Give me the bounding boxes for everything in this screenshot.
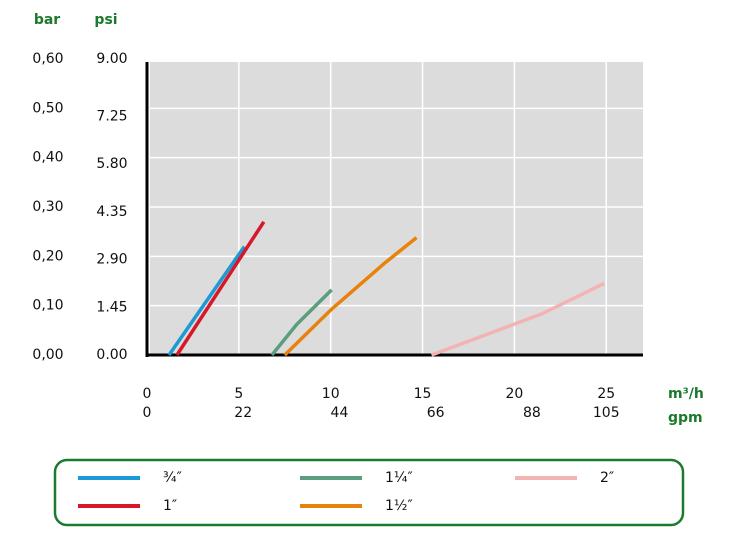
y-tick-label: 0,00 (32, 347, 63, 363)
y2-tick-label: 1.45 (96, 299, 127, 315)
x2-tick-label: 0 (143, 405, 152, 421)
x-tick-label: 15 (414, 386, 432, 402)
series-line (283, 236, 418, 357)
x2-tick-label: 66 (427, 405, 445, 421)
legend-label: 1½″ (385, 498, 413, 514)
y2-tick-label: 9.00 (96, 51, 127, 67)
y2-tick-label: 5.80 (96, 156, 127, 172)
x-tick-label: 25 (597, 386, 615, 402)
plot-area (150, 62, 643, 355)
y-axis-title: bar (34, 12, 60, 28)
series-line (175, 220, 266, 356)
x-axis-title: m³/h (668, 386, 704, 402)
y-tick-label: 0,30 (32, 199, 63, 215)
x-tick-label: 0 (143, 386, 152, 402)
y-tick-label: 0,20 (32, 248, 63, 264)
x-tick-label: 5 (234, 386, 243, 402)
legend-label: 2″ (600, 470, 614, 486)
legend-label: 1¼″ (385, 470, 413, 486)
legend-label: 1″ (163, 498, 177, 514)
y-tick-label: 0,50 (32, 100, 63, 116)
y2-tick-label: 4.35 (96, 204, 127, 220)
x2-tick-label: 105 (593, 405, 620, 421)
y2-tick-label: 0.00 (96, 347, 127, 363)
legend-box (53, 458, 685, 527)
x2-tick-label: 88 (523, 405, 541, 421)
series-line (270, 288, 333, 357)
x2-tick-label: 22 (234, 405, 252, 421)
y2-tick-label: 7.25 (96, 109, 127, 125)
x2-axis-title: gpm (668, 410, 703, 426)
y2-axis-title: psi (94, 12, 117, 28)
legend-label: ¾″ (163, 470, 182, 486)
x-tick-label: 10 (322, 386, 340, 402)
y-tick-label: 0,10 (32, 298, 63, 314)
x2-tick-label: 44 (331, 405, 349, 421)
y2-tick-label: 2.90 (96, 252, 127, 268)
series-line (167, 245, 246, 356)
y-tick-label: 0,60 (32, 51, 63, 67)
x-tick-label: 20 (505, 386, 523, 402)
y-tick-label: 0,40 (32, 150, 63, 166)
series-line (430, 281, 606, 357)
